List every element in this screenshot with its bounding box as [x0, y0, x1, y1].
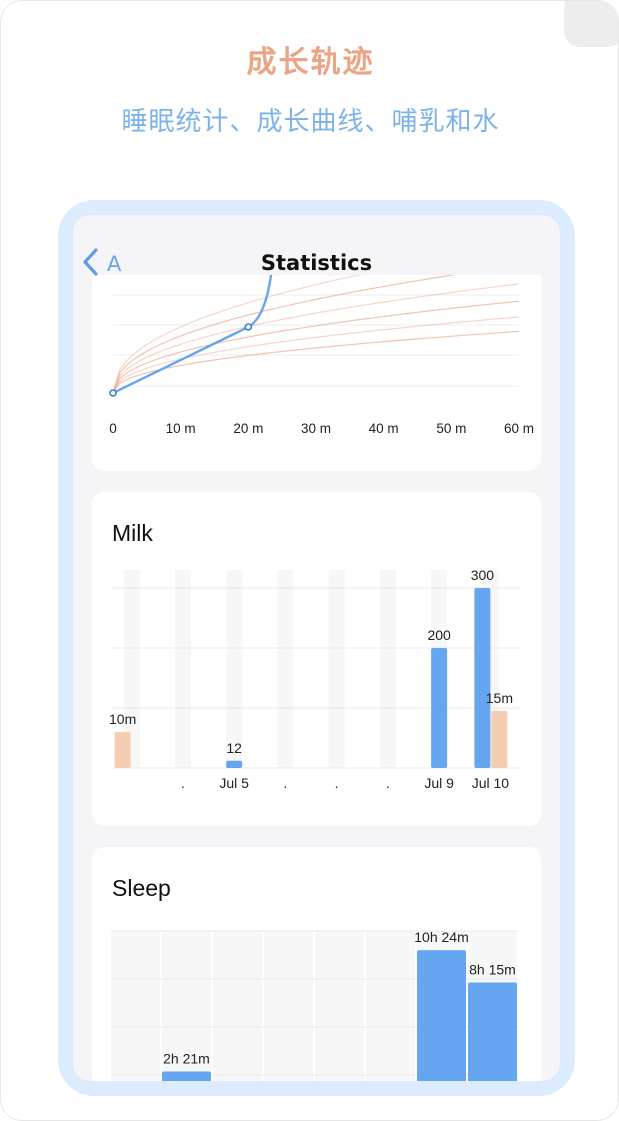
bar-value-label: 15m	[486, 690, 513, 706]
x-tick-label: Jul 9	[424, 775, 454, 791]
column-band	[226, 570, 243, 768]
bar	[431, 648, 448, 768]
percentile-curve	[112, 330, 520, 394]
x-tick-label: Jul 10	[472, 775, 510, 791]
corner-decoration	[564, 1, 618, 47]
growth-x-tick-label: 0	[109, 421, 117, 436]
sleep-card-title: Sleep	[112, 875, 171, 901]
growth-x-tick-label: 40 m	[369, 421, 399, 436]
growth-x-tick-label: 30 m	[301, 421, 331, 436]
bar-value-label: 10m	[109, 711, 136, 727]
bar	[226, 760, 243, 768]
hero-title: 成长轨迹	[246, 45, 375, 80]
nav-title: Statistics	[260, 251, 373, 275]
x-tick-label: .	[181, 775, 185, 791]
bar	[417, 950, 466, 1081]
sleep-chart-card: Sleep 2h 21m 10h 24m 8h 15m	[92, 847, 541, 1081]
milk-card-title: Milk	[112, 520, 153, 546]
column-band	[213, 931, 262, 1081]
hero-subtitle: 睡眠统计、成长曲线、哺乳和水	[121, 107, 500, 137]
bar-value-label: 2h 21m	[163, 1051, 210, 1067]
column-band	[315, 931, 364, 1081]
app-screen: 0 10 m 20 m 30 m 40 m 50 m 60 m Milk 12 200 300 1…	[73, 215, 560, 1081]
growth-x-tick-label: 10 m	[166, 421, 196, 436]
back-button[interactable]: A	[81, 247, 121, 281]
bar	[491, 711, 508, 768]
bar-value-label: 200	[427, 627, 451, 643]
column-band	[328, 570, 345, 768]
column-band	[123, 570, 140, 768]
bar-value-label: 300	[471, 567, 495, 583]
growth-chart: 0 10 m 20 m 30 m 40 m 50 m 60 m	[109, 275, 534, 436]
navigation-bar: A Statistics	[73, 215, 560, 293]
milk-chart-card: Milk 12 200 300 10m 15m. Jul 5... Jul 9 Jul 10	[92, 492, 541, 826]
column-band	[277, 570, 294, 768]
percentile-curve	[112, 275, 362, 394]
growth-series-point	[109, 389, 117, 397]
bar	[468, 982, 517, 1081]
bar-value-label: 12	[226, 740, 242, 756]
growth-x-tick-label: 20 m	[233, 421, 263, 436]
column-band	[379, 570, 396, 768]
x-tick-label: .	[386, 775, 390, 791]
x-tick-label: .	[283, 775, 287, 791]
x-tick-label: .	[335, 775, 339, 791]
bar-value-label: 10h 24m	[414, 929, 468, 945]
percentile-curve	[112, 275, 457, 394]
growth-x-tick-label: 60 m	[504, 421, 534, 436]
column-band	[111, 931, 160, 1081]
column-band	[264, 931, 313, 1081]
bar	[162, 1071, 211, 1081]
bar	[474, 588, 491, 768]
percentile-curve	[112, 300, 520, 394]
sleep-bar-chart: 2h 21m 10h 24m 8h 15m	[111, 929, 519, 1081]
chevron-left-icon	[81, 247, 101, 281]
growth-chart-card: 0 10 m 20 m 30 m 40 m 50 m 60 m	[92, 275, 541, 471]
column-band	[174, 570, 191, 768]
column-band	[366, 931, 415, 1081]
back-button-label: A	[107, 252, 122, 276]
growth-x-tick-label: 50 m	[436, 421, 466, 436]
x-tick-label: Jul 5	[219, 775, 249, 791]
bar-value-label: 8h 15m	[469, 962, 516, 978]
milk-bar-chart: 12 200 300 10m 15m. Jul 5... Jul 9 Jul 10	[109, 567, 519, 791]
growth-series-point	[244, 323, 253, 331]
bar	[114, 732, 131, 768]
percentile-curve	[112, 283, 520, 394]
column-band	[162, 931, 211, 1081]
